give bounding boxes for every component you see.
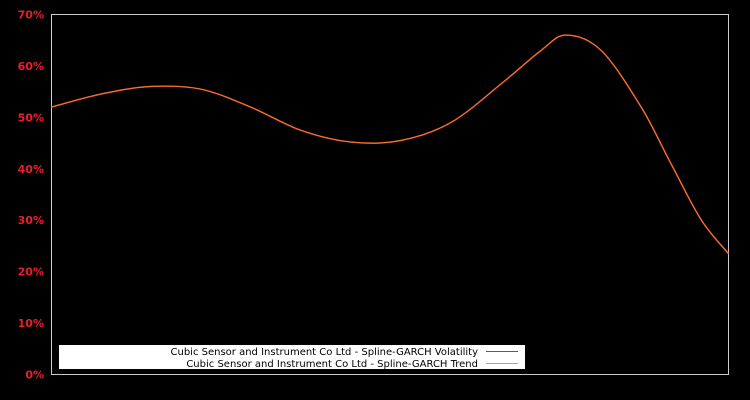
y-tick-label: 10% [18,317,44,330]
y-tick-label: 50% [18,111,44,124]
series-lines [51,34,730,255]
y-tick-label: 70% [18,9,44,22]
plot-area-frame [51,14,729,375]
y-tick-label: 30% [18,214,44,227]
y-tick-label: 20% [18,266,44,279]
legend-label-trend: Cubic Sensor and Instrument Co Ltd - Spl… [186,359,478,370]
y-tick-label: 0% [25,369,44,382]
legend-label-volatility: Cubic Sensor and Instrument Co Ltd - Spl… [171,347,479,358]
y-tick-label: 40% [18,163,44,176]
legend-box [59,345,525,369]
y-tick-label: 60% [18,60,44,73]
volatility-line [51,34,730,255]
y-axis-ticks: 0% 10% 20% 30% 40% 50% 60% 70% [18,9,44,382]
trend-line [51,34,729,255]
legend: Cubic Sensor and Instrument Co Ltd - Spl… [59,345,525,370]
